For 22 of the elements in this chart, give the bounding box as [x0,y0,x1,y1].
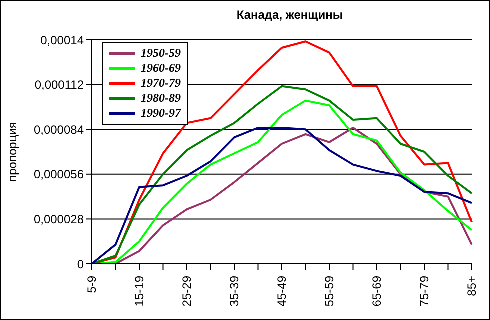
y-tick-label: 0 [77,257,84,272]
chart-title: Канада, женщины [236,8,344,22]
x-tick-label: 65-69 [370,276,384,307]
x-tick-label: 35-39 [228,276,242,307]
x-tick-label: 45-49 [275,276,289,307]
legend-label: 1970-79 [141,76,181,91]
y-tick-label: 0,000028 [34,212,84,226]
legend-label: 1990-97 [141,106,181,121]
x-tick-label: 75-79 [418,276,432,307]
x-tick-label: 5-9 [85,276,99,294]
x-tick-label: 85+ [465,276,479,296]
legend-label: 1980-89 [141,91,181,106]
legend-label: 1950-59 [141,46,181,61]
legend-label: 1960-69 [141,61,181,76]
x-tick-label: 25-29 [180,276,194,307]
y-axis-title: пропорция [5,122,20,182]
y-tick-label: 0,000056 [34,168,84,182]
y-tick-label: 0,00014 [40,33,84,48]
y-tick-label: 0,000112 [34,78,84,92]
y-tick-label: 0,000084 [34,122,84,137]
x-tick-label: 15-19 [132,276,146,307]
x-tick-label: 55-59 [322,276,336,307]
